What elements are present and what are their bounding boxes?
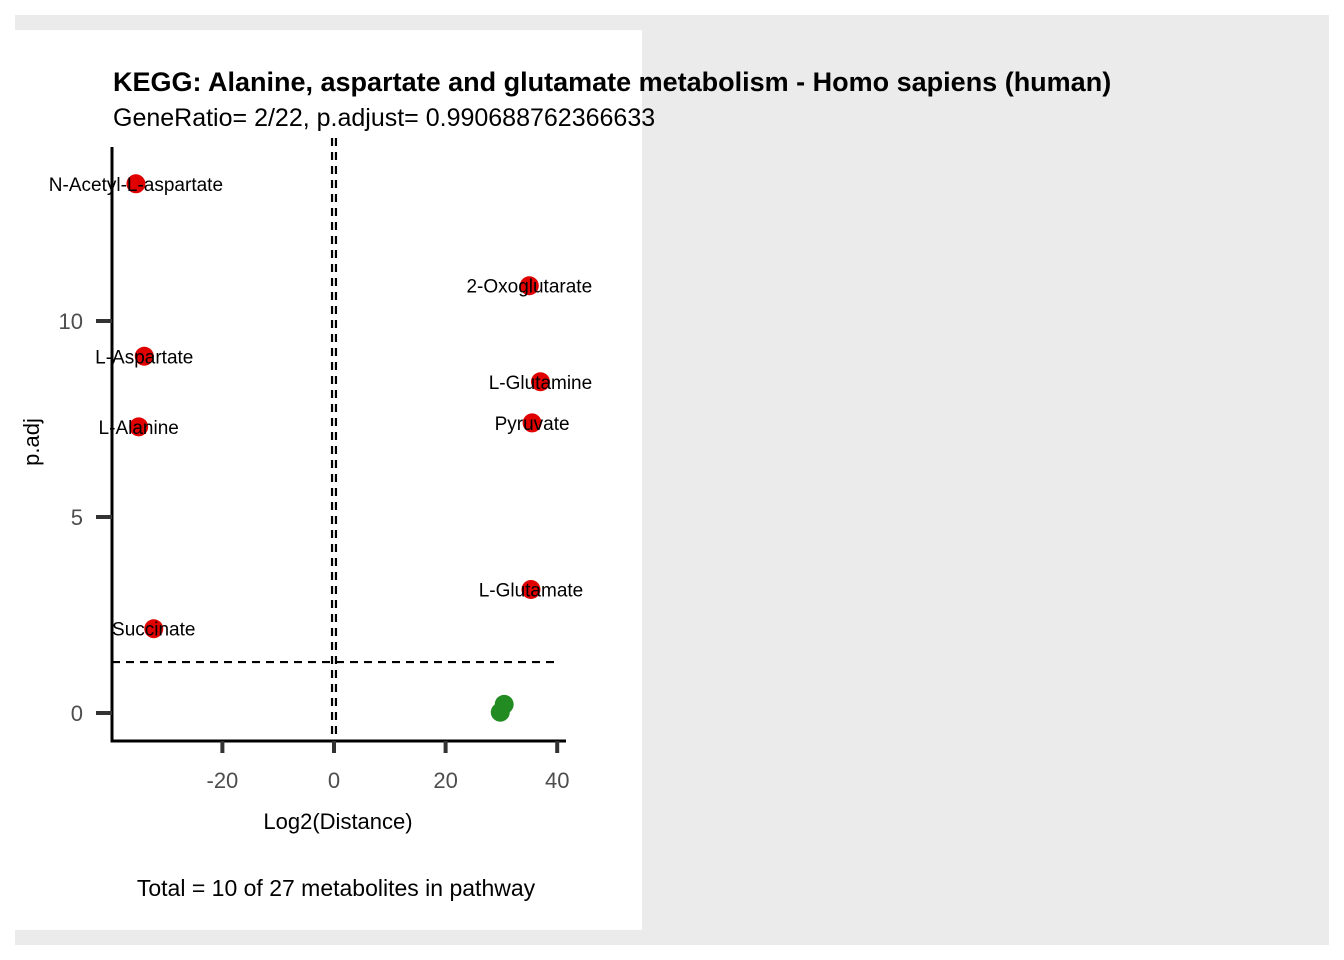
data-point-5 xyxy=(129,417,149,437)
data-point-9 xyxy=(490,702,510,722)
x-tick-label-2: 20 xyxy=(433,768,457,793)
point-label-3: L-Glutamine xyxy=(489,373,593,394)
chart-title: KEGG: Alanine, aspartate and glutamate m… xyxy=(113,67,1111,97)
y-tick-label-1: 5 xyxy=(71,505,83,530)
data-point-1 xyxy=(519,276,539,296)
data-points xyxy=(126,174,550,722)
point-label-0: N-Acetyl-L-aspartate xyxy=(49,175,223,196)
point-label-5: L-Alanine xyxy=(99,418,179,439)
x-tick-label-3: 40 xyxy=(545,768,569,793)
plot-panel xyxy=(15,30,642,930)
point-label-4: Pyruvate xyxy=(495,414,570,435)
y-tick-label-2: 10 xyxy=(59,309,83,334)
point-label-1: 2-Oxoglutarate xyxy=(466,277,592,298)
chart-caption: Total = 10 of 27 metabolites in pathway xyxy=(137,875,536,901)
data-point-0 xyxy=(126,174,146,194)
axes: -20 0 20 40 0 5 10 xyxy=(59,147,569,793)
y-axis-title: p.adj xyxy=(19,418,44,466)
point-label-2: L-Aspartate xyxy=(95,347,193,368)
data-point-3 xyxy=(530,372,550,392)
point-labels: N-Acetyl-L-aspartate 2-Oxoglutarate L-Aspa… xyxy=(49,175,592,641)
data-point-2 xyxy=(134,346,154,366)
data-point-7 xyxy=(144,619,164,639)
x-axis-title: Log2(Distance) xyxy=(263,809,412,834)
x-tick-label-1: 0 xyxy=(328,768,340,793)
point-label-6: L-Glutamate xyxy=(479,581,584,602)
y-tick-label-0: 0 xyxy=(71,701,83,726)
data-point-4 xyxy=(522,413,542,433)
chart-subtitle: GeneRatio= 2/22, p.adjust= 0.99068876236… xyxy=(113,104,655,132)
point-label-7: Succinate xyxy=(112,620,195,641)
reference-lines xyxy=(112,138,558,741)
data-point-6 xyxy=(521,580,541,600)
x-tick-label-0: -20 xyxy=(207,768,239,793)
